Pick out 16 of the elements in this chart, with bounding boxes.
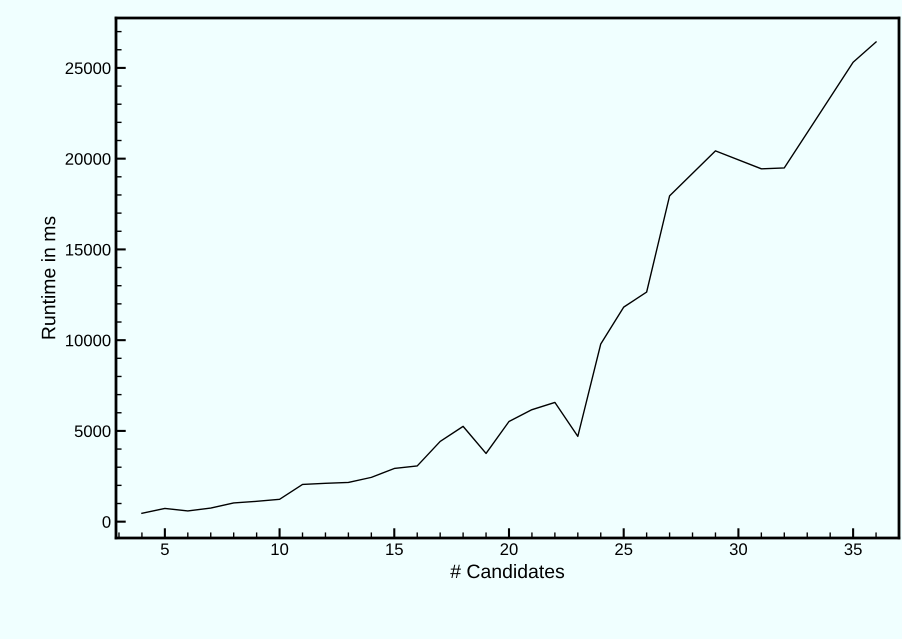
y-tick-label: 20000 <box>66 153 110 165</box>
x-tick-label: 20 <box>500 543 518 556</box>
x-tick-label: 15 <box>386 543 403 556</box>
x-tick-label: 5 <box>160 543 169 556</box>
y-tick-label: 5000 <box>74 425 110 438</box>
x-tick-label: 25 <box>615 543 632 556</box>
y-tick-label: 15000 <box>66 244 110 256</box>
x-tick-label: 35 <box>844 543 862 556</box>
y-tick-label: 25000 <box>66 62 110 74</box>
x-axis-title: # Candidates <box>450 564 564 578</box>
line-series <box>141 41 877 514</box>
y-axis-title: Runtime in ms <box>41 216 56 339</box>
y-tick-label: 0 <box>102 516 110 528</box>
x-tick-label: 10 <box>272 543 288 556</box>
x-tick-label: 30 <box>730 543 748 556</box>
y-tick-label: 10000 <box>66 334 110 346</box>
